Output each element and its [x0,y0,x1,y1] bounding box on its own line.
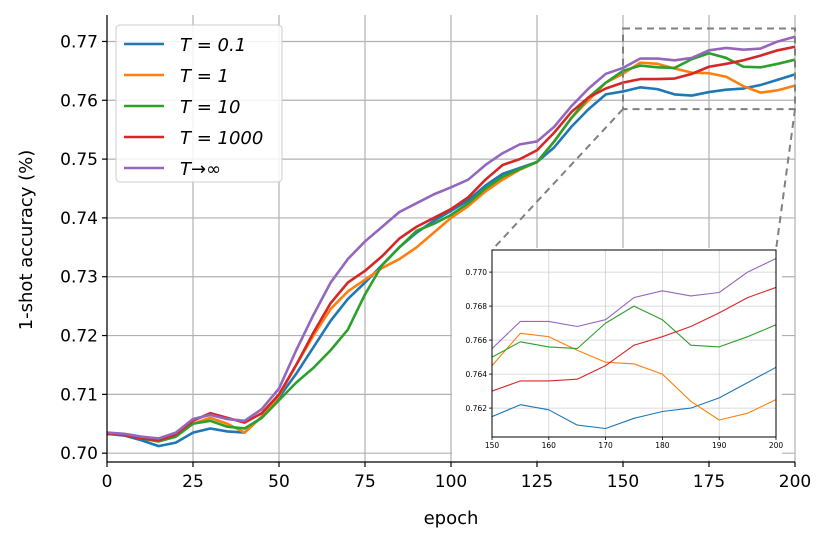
x-tick-label: 125 [521,472,553,492]
inset-x-tick-label: 170 [598,441,613,450]
x-tick-label: 150 [607,472,639,492]
legend: T = 0.1 T = 1 T = 10 T = 1000 T→∞ [115,24,283,183]
inset-y-tick-label: 0.762 [466,404,488,413]
y-tick-label: 0.71 [60,385,98,405]
y-tick-label: 0.73 [60,268,98,288]
inset-series-line-0 [492,366,776,430]
legend-label-3: T = 1000 [180,128,263,149]
x-tick-label: 175 [693,472,725,492]
inset-series-line-3 [492,286,776,392]
inset-y-tick-label: 0.766 [466,336,488,345]
inset-x-tick-label: 160 [542,441,557,450]
y-tick-label: 0.72 [60,327,98,347]
x-tick-label: 75 [354,472,376,492]
legend-label-4: T→∞ [180,159,221,180]
main-series [106,35,796,448]
inset-x-tick-label: 180 [655,441,670,450]
main-plot: 0 25 50 75 100 125 150 175 200 0.70 0.71 0.72 0.73 0.… [60,15,811,492]
zoom-connector-left [491,108,624,251]
inset-x-tick-label: 190 [712,441,727,450]
series-line-4 [106,35,796,440]
legend-label-1: T = 1 [180,66,229,87]
x-tick-label: 200 [779,472,811,492]
y-tick-label: 0.77 [60,32,98,52]
x-tick-label: 50 [268,472,290,492]
legend-label-2: T = 10 [180,97,240,118]
inset-plot-area [492,250,776,437]
inset-series-line-4 [492,258,776,349]
zoom-connector-right [775,108,796,251]
series-line-1 [106,61,796,442]
x-tick-label: 100 [435,472,467,492]
inset-y-tick-label: 0.770 [466,268,488,277]
legend-box [115,24,283,183]
y-tick-label: 0.74 [60,209,98,229]
series-line-2 [106,51,796,443]
series-line-0 [106,73,796,448]
inset-series-line-1 [492,332,776,421]
inset-series [492,258,776,430]
y-tick-label: 0.70 [60,444,98,464]
inset-y-tick-label: 0.768 [466,302,488,311]
series-line-3 [106,45,796,442]
inset-series-line-2 [492,305,776,358]
x-tick-label: 0 [102,472,113,492]
y-axis-label: 1-shot accuracy (%) [16,150,37,331]
x-tick-label: 25 [182,472,204,492]
inset-plot: 150 160 170 180 190 200 0.762 0.764 0.766 0.768 0.… [452,248,783,460]
y-tick-label: 0.75 [60,150,98,170]
inset-x-tick-label: 200 [769,441,784,450]
y-tick-label: 0.76 [60,91,98,111]
inset-y-tick-label: 0.764 [466,370,488,379]
inset-frame [491,249,777,438]
inset-x-tick-label: 150 [485,441,500,450]
zoom-guides [491,27,796,251]
x-axis-label: epoch [424,508,479,529]
legend-label-0: T = 0.1 [180,35,246,56]
zoom-box [622,27,796,111]
